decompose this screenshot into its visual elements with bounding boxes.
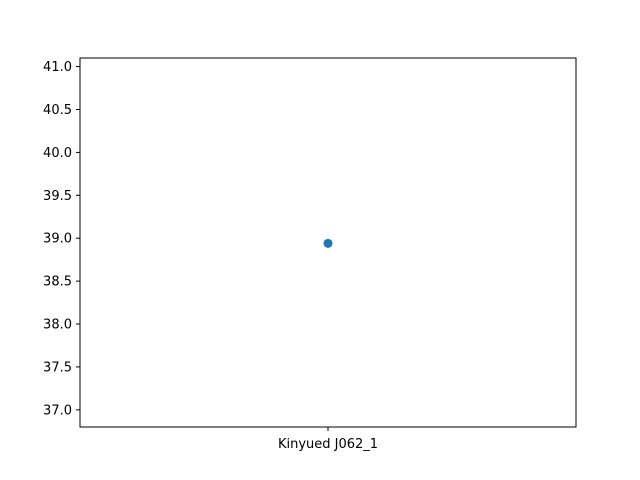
y-tick-label: 38.0 [43,318,72,333]
y-tick-label: 39.0 [43,232,72,247]
x-tick-label: Kinyued J062_1 [278,437,378,452]
y-tick-label: 40.0 [43,146,72,161]
y-tick-label: 41.0 [43,60,72,75]
y-tick-label: 37.0 [43,403,72,418]
y-tick-label: 38.5 [43,275,72,290]
y-tick-label: 40.5 [43,103,72,118]
data-point [323,238,333,248]
y-axis: 37.0 37.5 38.0 38.5 39.0 39.5 40.0 40.5 41.0 [43,60,80,418]
x-axis: Kinyued J062_1 [278,427,378,452]
data-points [323,238,333,248]
y-tick-label: 39.5 [43,189,72,204]
y-tick-label: 37.5 [43,360,72,375]
